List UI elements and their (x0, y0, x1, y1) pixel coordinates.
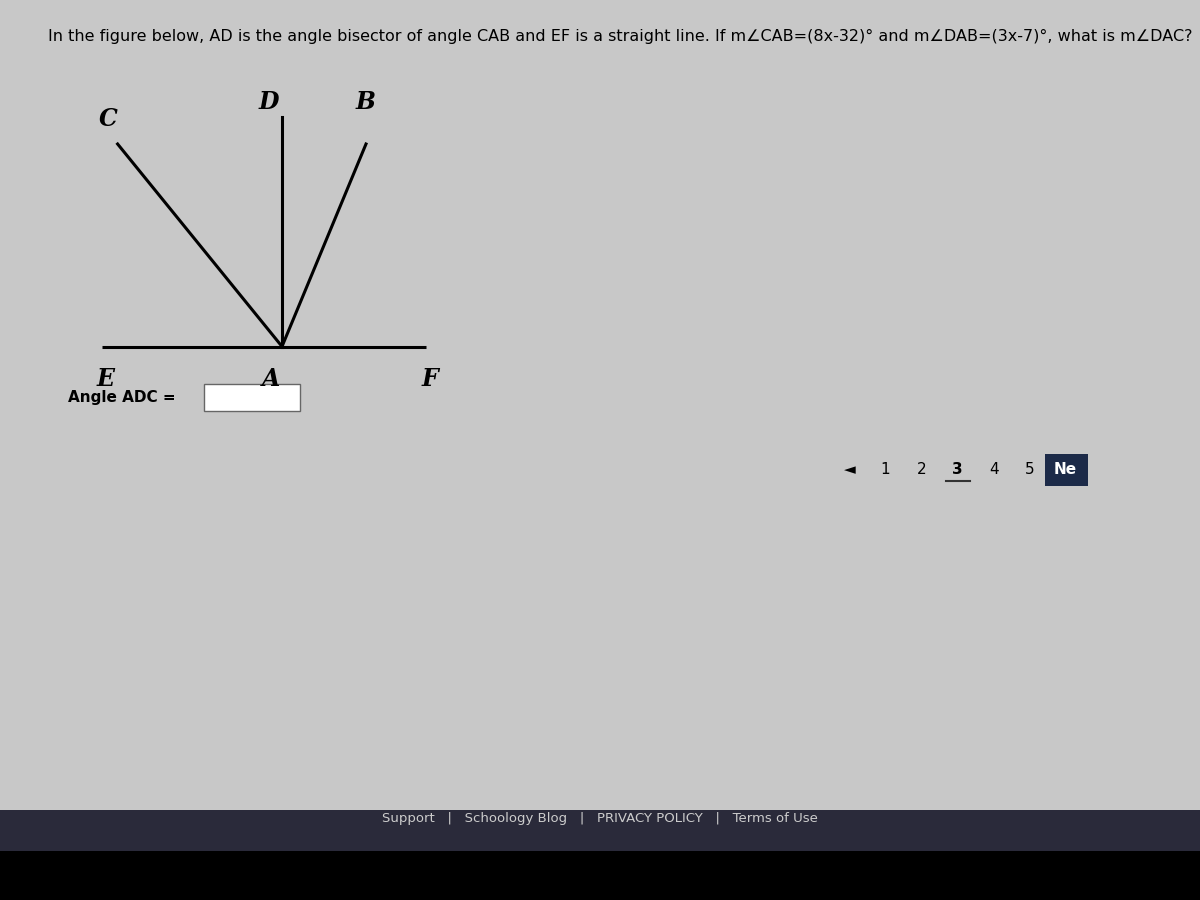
Text: E: E (96, 367, 115, 392)
Bar (0, 850, 1200, 900)
Text: 2: 2 (917, 463, 926, 477)
Text: Support   |   Schoology Blog   |   PRIVACY POLICY   |   Terms of Use: Support | Schoology Blog | PRIVACY POLIC… (382, 812, 818, 824)
Text: Angle ADC =: Angle ADC = (68, 391, 176, 405)
Text: 5: 5 (1025, 463, 1034, 477)
Text: 1: 1 (881, 463, 890, 477)
Text: D: D (258, 90, 280, 114)
Text: ◄: ◄ (844, 463, 856, 477)
Bar (1045, 454, 1088, 486)
Text: B: B (356, 90, 376, 114)
Text: F: F (421, 367, 438, 392)
Bar (0, 810, 1200, 900)
Text: In the figure below, AD is the angle bisector of angle CAB and EF is a straight : In the figure below, AD is the angle bis… (48, 29, 1193, 44)
Text: 3: 3 (953, 463, 962, 477)
Text: A: A (262, 367, 281, 392)
Text: Ne: Ne (1054, 463, 1078, 477)
Text: C: C (98, 106, 118, 130)
Bar (204, 384, 300, 411)
Text: 4: 4 (989, 463, 998, 477)
